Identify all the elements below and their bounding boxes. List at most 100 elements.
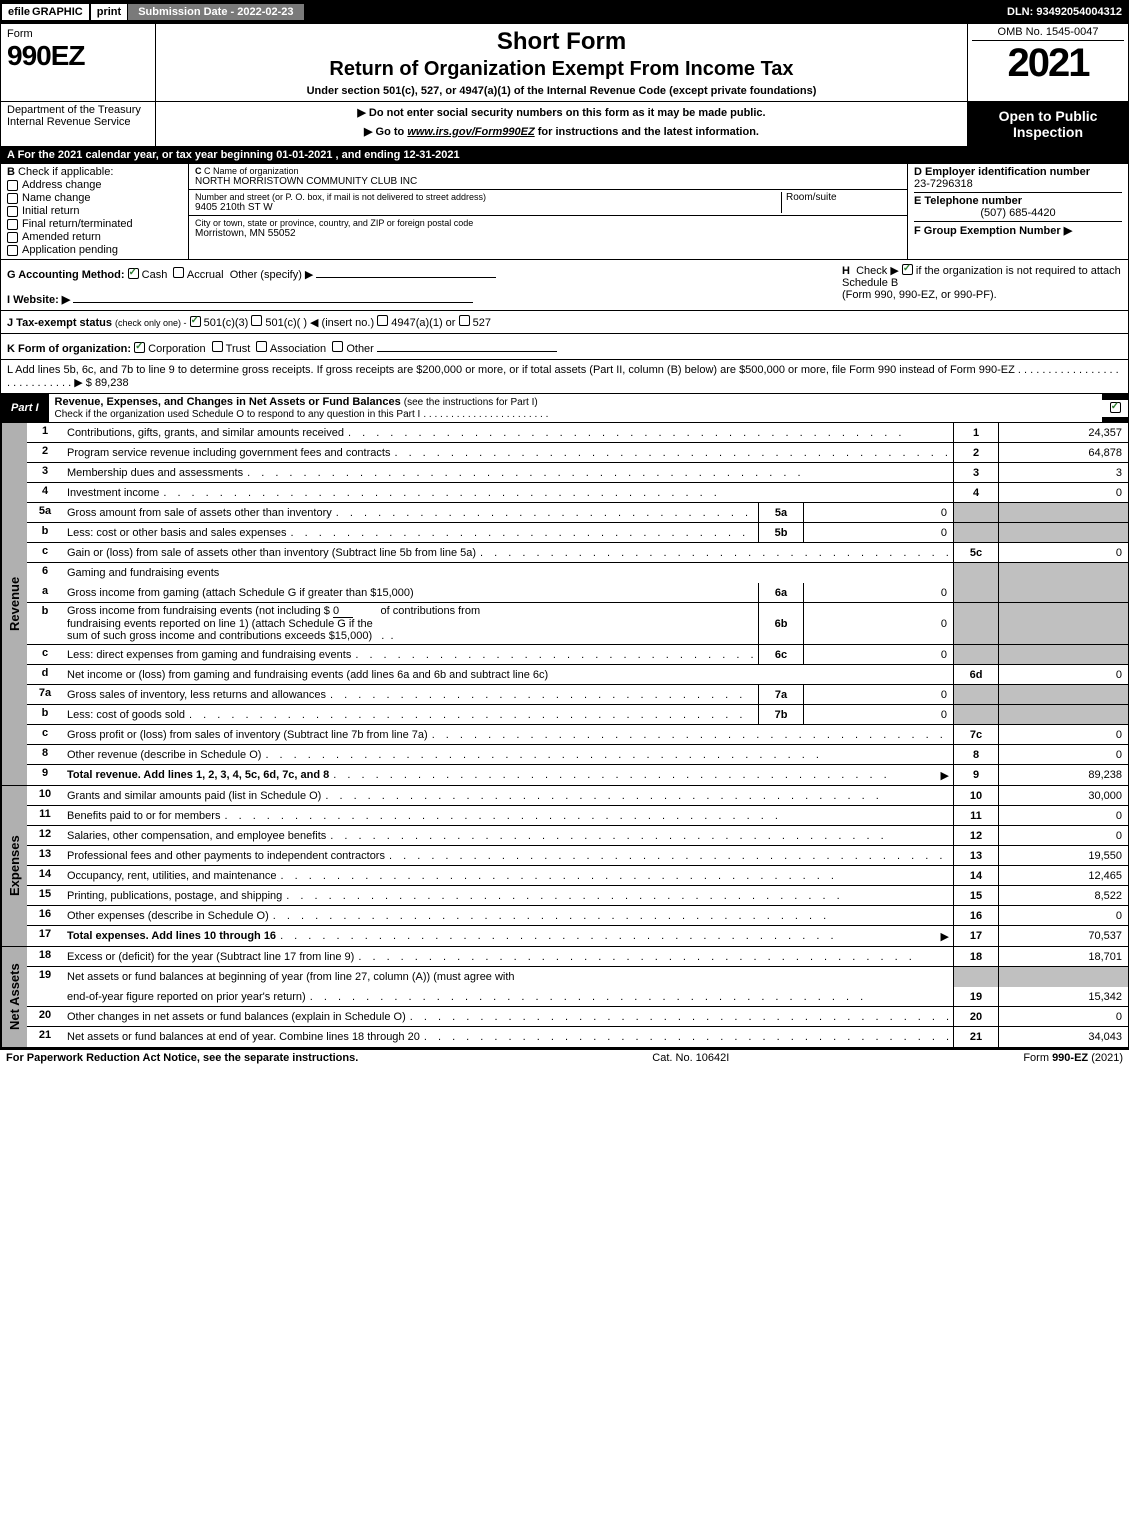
checkbox-4947[interactable] bbox=[377, 315, 388, 326]
checkbox-trust[interactable] bbox=[212, 341, 223, 352]
form-number: 990EZ bbox=[7, 40, 149, 72]
efile-button[interactable]: efile GRAPHIC bbox=[1, 3, 90, 21]
submission-date: Submission Date - 2022-02-23 bbox=[127, 3, 304, 21]
line-6b: b Gross income from fundraising events (… bbox=[27, 603, 1128, 645]
city-state-zip: Morristown, MN 55052 bbox=[195, 228, 901, 239]
checkbox-cash[interactable] bbox=[128, 268, 139, 279]
dept-treasury: Department of the Treasury Internal Reve… bbox=[1, 102, 156, 146]
check-if-label: Check if applicable: bbox=[18, 166, 113, 178]
checkbox-schedule-b[interactable] bbox=[902, 264, 913, 275]
line-2-amount: 64,878 bbox=[998, 443, 1128, 462]
checkbox-other-org[interactable] bbox=[332, 341, 343, 352]
line-6d: d Net income or (loss) from gaming and f… bbox=[27, 665, 1128, 685]
part-1-title: Revenue, Expenses, and Changes in Net As… bbox=[49, 394, 1102, 422]
net-assets-body: 18 Excess or (deficit) for the year (Sub… bbox=[27, 947, 1128, 1047]
checkbox-icon bbox=[7, 245, 18, 256]
expenses-section: Expenses 10 Grants and similar amounts p… bbox=[0, 786, 1129, 947]
line-12: 12 Salaries, other compensation, and emp… bbox=[27, 826, 1128, 846]
checkbox-icon bbox=[7, 206, 18, 217]
expenses-tab: Expenses bbox=[1, 786, 27, 946]
header-left: Form 990EZ bbox=[1, 24, 156, 101]
other-method-input[interactable] bbox=[316, 264, 496, 278]
checkbox-name-change[interactable]: Name change bbox=[7, 192, 182, 204]
revenue-section: Revenue 1 Contributions, gifts, grants, … bbox=[0, 423, 1129, 786]
ein-value: 23-7296318 bbox=[914, 178, 1122, 190]
dept-label: Department of the Treasury bbox=[7, 104, 149, 116]
line-6: 6 Gaming and fundraising events bbox=[27, 563, 1128, 583]
line-6a: a Gross income from gaming (attach Sched… bbox=[27, 583, 1128, 603]
revenue-body: 1 Contributions, gifts, grants, and simi… bbox=[27, 423, 1128, 785]
line-16: 16 Other expenses (describe in Schedule … bbox=[27, 906, 1128, 926]
line-7a: 7a Gross sales of inventory, less return… bbox=[27, 685, 1128, 705]
checkbox-amended-return[interactable]: Amended return bbox=[7, 231, 182, 243]
return-title: Return of Organization Exempt From Incom… bbox=[166, 58, 957, 81]
org-name: NORTH MORRISTOWN COMMUNITY CLUB INC bbox=[195, 176, 901, 187]
net-assets-section: Net Assets 18 Excess or (deficit) for th… bbox=[0, 947, 1129, 1048]
tax-year: 2021 bbox=[972, 41, 1124, 86]
line-15: 15 Printing, publications, postage, and … bbox=[27, 886, 1128, 906]
omb-number: OMB No. 1545-0047 bbox=[972, 26, 1124, 41]
other-org-input[interactable] bbox=[377, 338, 557, 352]
line-4: 4 Investment income. . . . . . . . . . .… bbox=[27, 483, 1128, 503]
checkbox-527[interactable] bbox=[459, 315, 470, 326]
net-assets-tab: Net Assets bbox=[1, 947, 27, 1047]
checkbox-final-return[interactable]: Final return/terminated bbox=[7, 218, 182, 230]
total-expenses: 70,537 bbox=[998, 926, 1128, 946]
part-1-header: Part I Revenue, Expenses, and Changes in… bbox=[0, 394, 1129, 423]
open-to-public: Open to Public Inspection bbox=[968, 102, 1128, 146]
checkbox-corporation[interactable] bbox=[134, 342, 145, 353]
checkbox-address-change[interactable]: Address change bbox=[7, 179, 182, 191]
print-button[interactable]: print bbox=[90, 4, 127, 20]
line-11: 11 Benefits paid to or for members. . . … bbox=[27, 806, 1128, 826]
arrow-icon: ▶ bbox=[941, 769, 949, 782]
arrow-icon: ▶ bbox=[941, 930, 949, 943]
line-18: 18 Excess or (deficit) for the year (Sub… bbox=[27, 947, 1128, 967]
column-d: D Employer identification number 23-7296… bbox=[908, 164, 1128, 259]
checkbox-icon bbox=[7, 193, 18, 204]
ein-label: D Employer identification number bbox=[914, 166, 1090, 178]
checkbox-initial-return[interactable]: Initial return bbox=[7, 205, 182, 217]
checkbox-accrual[interactable] bbox=[173, 267, 184, 278]
line-9: 9 Total revenue. Add lines 1, 2, 3, 4, 5… bbox=[27, 765, 1128, 785]
short-form-title: Short Form bbox=[166, 28, 957, 56]
telephone-number: (507) 685-4420 bbox=[914, 207, 1122, 219]
form-version: Form 990-EZ (2021) bbox=[1023, 1052, 1123, 1064]
checkbox-501c3[interactable] bbox=[190, 316, 201, 327]
line-10: 10 Grants and similar amounts paid (list… bbox=[27, 786, 1128, 806]
no-ssn-warning: ▶ Do not enter social security numbers o… bbox=[160, 106, 963, 119]
form-label: Form bbox=[7, 28, 149, 40]
goto-link[interactable]: ▶ Go to www.irs.gov/Form990EZ for instru… bbox=[160, 125, 963, 138]
line-1-amount: 24,357 bbox=[998, 423, 1128, 442]
line-7c: c Gross profit or (loss) from sales of i… bbox=[27, 725, 1128, 745]
expenses-body: 10 Grants and similar amounts paid (list… bbox=[27, 786, 1128, 946]
line-19-top: 19 Net assets or fund balances at beginn… bbox=[27, 967, 1128, 987]
section-bcd: B Check if applicable: Address change Na… bbox=[0, 164, 1129, 260]
line-j: J Tax-exempt status (check only one) - 5… bbox=[0, 311, 1129, 334]
dln-label: DLN: 93492054004312 bbox=[1007, 6, 1128, 18]
net-assets-end: 34,043 bbox=[998, 1027, 1128, 1047]
b-label: B bbox=[7, 166, 15, 178]
page-footer: For Paperwork Reduction Act Notice, see … bbox=[0, 1048, 1129, 1066]
line-6c: c Less: direct expenses from gaming and … bbox=[27, 645, 1128, 665]
section-a: A For the 2021 calendar year, or tax yea… bbox=[0, 147, 1129, 164]
checkbox-icon bbox=[7, 219, 18, 230]
org-name-block: C C Name of organization NORTH MORRISTOW… bbox=[189, 164, 907, 190]
line-3: 3 Membership dues and assessments. . . .… bbox=[27, 463, 1128, 483]
checkbox-application-pending[interactable]: Application pending bbox=[7, 244, 182, 256]
revenue-tab: Revenue bbox=[1, 423, 27, 785]
website-input[interactable] bbox=[73, 289, 473, 303]
line-21: 21 Net assets or fund balances at end of… bbox=[27, 1027, 1128, 1047]
part-1-checkbox[interactable] bbox=[1102, 400, 1128, 417]
line-7b: b Less: cost of goods sold. . . . . . . … bbox=[27, 705, 1128, 725]
line-1: 1 Contributions, gifts, grants, and simi… bbox=[27, 423, 1128, 443]
header-center: Short Form Return of Organization Exempt… bbox=[156, 24, 968, 101]
under-section: Under section 501(c), 527, or 4947(a)(1)… bbox=[166, 85, 957, 97]
city-block: City or town, state or province, country… bbox=[189, 216, 907, 241]
total-revenue: 89,238 bbox=[998, 765, 1128, 785]
room-suite: Room/suite bbox=[781, 192, 901, 213]
checkbox-icon bbox=[7, 232, 18, 243]
checkbox-association[interactable] bbox=[256, 341, 267, 352]
line-5a: 5a Gross amount from sale of assets othe… bbox=[27, 503, 1128, 523]
graphic-label: GRAPHIC bbox=[32, 6, 83, 18]
checkbox-501c[interactable] bbox=[251, 315, 262, 326]
